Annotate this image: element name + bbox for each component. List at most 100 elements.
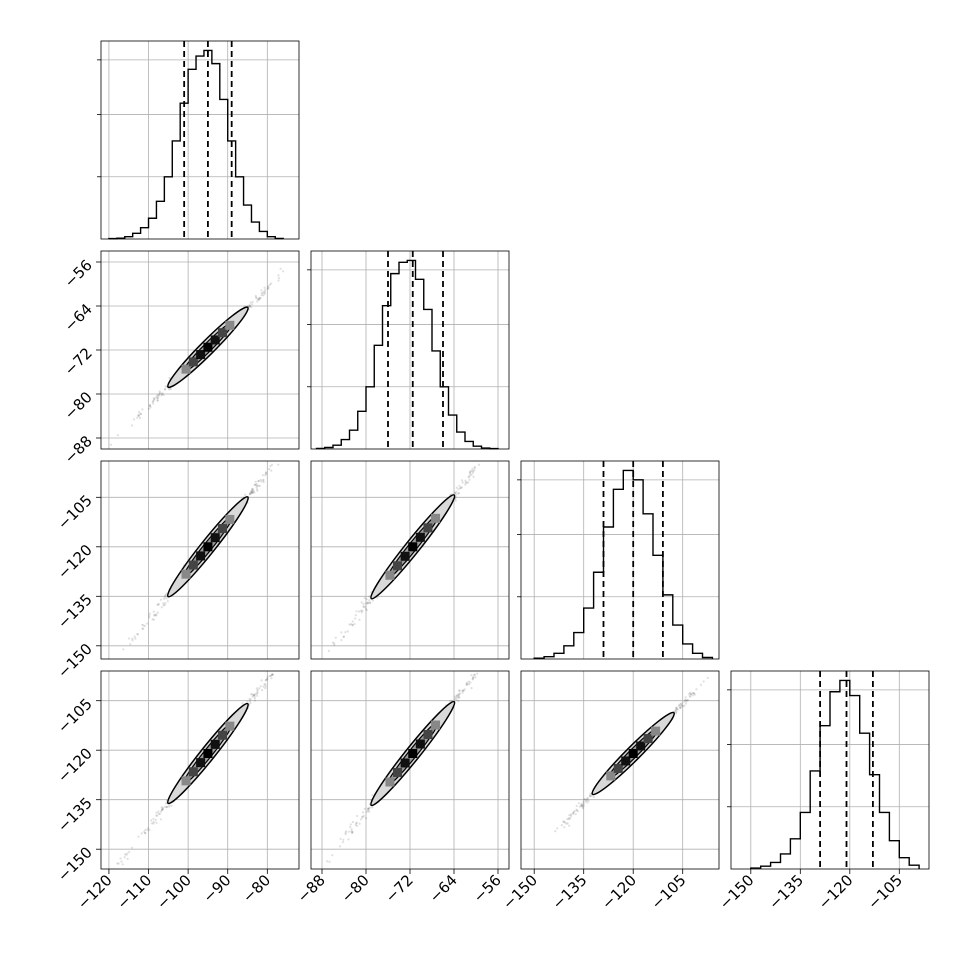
sample-point [574,813,577,816]
density-cell [423,523,433,533]
sample-point [345,830,348,833]
sample-point [159,598,162,601]
density-cell [181,364,191,374]
sample-point [164,385,167,388]
sample-point [457,693,460,697]
sample-point [157,602,160,606]
sample-point [554,830,557,833]
scatter-panel-0-3 [100,670,300,870]
sample-point [706,676,709,680]
sample-point [342,838,345,841]
sample-point [478,463,481,466]
y-tick-label: −120 [54,744,96,786]
sample-point [583,798,586,801]
sample-point [472,676,475,679]
sample-point [572,811,575,814]
sample-point [263,286,266,289]
sample-point [688,692,691,695]
scatter-panel-0-2 [100,460,300,660]
sample-point [675,706,678,709]
sample-point [367,809,370,812]
sample-point [689,693,693,696]
sample-point [250,489,254,492]
sample-point [159,818,162,821]
sample-point [152,397,155,400]
x-tick-label: −135 [549,871,591,913]
sample-point [467,475,470,478]
sample-point [256,484,259,487]
density-cell [203,749,213,758]
sample-point [566,818,569,821]
sample-point [254,296,258,299]
sample-point [163,603,166,607]
sample-point [251,487,254,490]
sample-point [161,807,164,811]
x-tick-label: −110 [113,871,155,913]
sample-point [250,491,253,494]
sample-point [453,698,456,701]
sample-point [349,826,352,829]
sample-point [573,810,576,813]
sample-point [154,818,157,822]
sample-point [679,706,682,710]
sample-point [164,594,167,597]
x-tick-label: −105 [648,871,690,913]
sample-point [473,465,476,469]
sample-point [152,817,155,820]
sample-point [676,708,680,711]
sample-point [456,694,459,697]
sample-point [123,856,126,859]
sample-point [367,601,370,604]
sample-point [271,673,275,676]
sample-point [270,673,273,676]
sample-point [164,805,167,809]
sample-point [461,689,464,692]
sample-point [116,434,119,437]
sample-point [277,274,280,277]
sample-point [264,683,267,686]
sample-point [469,470,472,473]
sample-point [562,820,565,823]
sample-point [256,300,259,303]
sample-point [684,699,687,702]
sample-point [469,681,472,684]
sample-point [556,827,559,830]
sample-point [369,806,372,809]
density-cell [188,357,198,367]
sample-point [156,611,159,614]
sample-point [260,679,263,682]
sample-point [690,693,693,696]
sample-point [585,799,588,802]
sample-point [575,808,578,811]
sample-point [156,603,159,606]
density-cell [400,758,410,768]
sample-point [158,391,162,394]
sample-point [362,811,365,814]
sample-point [457,699,460,703]
sample-point [560,824,563,827]
density-cell [628,749,638,758]
sample-point [144,831,147,835]
density-cell [225,514,235,524]
sample-point [270,469,273,472]
x-tick-label: −80 [338,871,373,906]
sample-point [676,707,679,711]
sample-point [249,301,252,304]
sample-point [575,804,578,808]
sample-point [365,609,368,612]
sample-point [152,610,155,613]
density-cell [181,776,191,786]
sample-point [127,637,130,640]
sample-point [271,673,274,676]
sample-point [466,683,469,686]
sample-point [581,804,584,807]
sample-point [368,601,372,604]
sample-point [252,694,255,697]
sample-point [344,631,347,634]
sample-point [362,602,365,606]
sample-point [572,812,575,815]
sample-point [570,814,573,817]
sample-point [168,804,171,807]
sample-point [680,702,683,705]
sample-point [355,610,358,613]
